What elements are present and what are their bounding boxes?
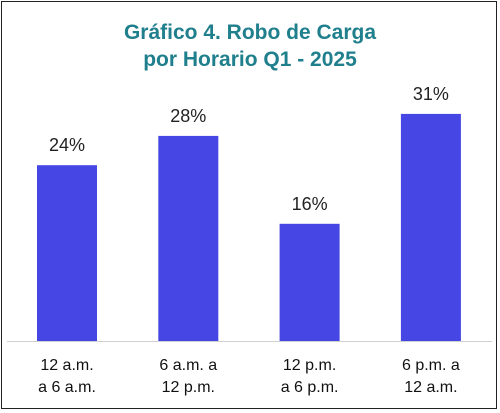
x-tick-label-4-line-2: 12 a.m.	[404, 379, 457, 396]
x-tick-label-3: 12 p.m. a 6 p.m.	[281, 357, 339, 396]
chart-title-line-1: Gráfico 4. Robo de Carga	[123, 21, 377, 44]
data-label-1: 24%	[49, 135, 85, 155]
x-tick-label-4: 6 p.m. a 12 a.m.	[402, 357, 460, 396]
x-tick-labels-group: 12 a.m. a 6 a.m. 6 a.m. a 12 p.m. 12 p.m. a 6…	[38, 357, 460, 396]
bar-4	[400, 113, 461, 342]
bar-2	[158, 135, 219, 341]
x-tick-label-1: 12 a.m. a 6 a.m.	[38, 357, 96, 396]
bar-3	[279, 223, 340, 341]
chart-title: Gráfico 4. Robo de Carga por Horario Q1 …	[0, 19, 500, 73]
data-label-4: 31%	[413, 84, 449, 104]
data-label-3: 16%	[292, 194, 328, 214]
bars-group	[37, 113, 461, 342]
chart-title-line-2: por Horario Q1 - 2025	[143, 48, 357, 71]
x-tick-label-3-line-2: a 6 p.m.	[281, 379, 339, 396]
data-labels-group: 24% 28% 16% 31%	[49, 84, 449, 214]
x-tick-label-2-line-1: 6 a.m. a	[159, 357, 217, 374]
x-tick-label-1-line-1: 12 a.m.	[40, 357, 93, 374]
x-tick-label-2-line-2: 12 p.m.	[162, 379, 215, 396]
x-tick-label-3-line-1: 12 p.m.	[283, 357, 336, 374]
x-tick-label-1-line-2: a 6 a.m.	[38, 379, 96, 396]
x-tick-label-4-line-1: 6 p.m. a	[402, 357, 460, 374]
bar-1	[37, 165, 97, 341]
x-tick-label-2: 6 a.m. a 12 p.m.	[159, 357, 217, 396]
data-label-2: 28%	[170, 106, 206, 126]
